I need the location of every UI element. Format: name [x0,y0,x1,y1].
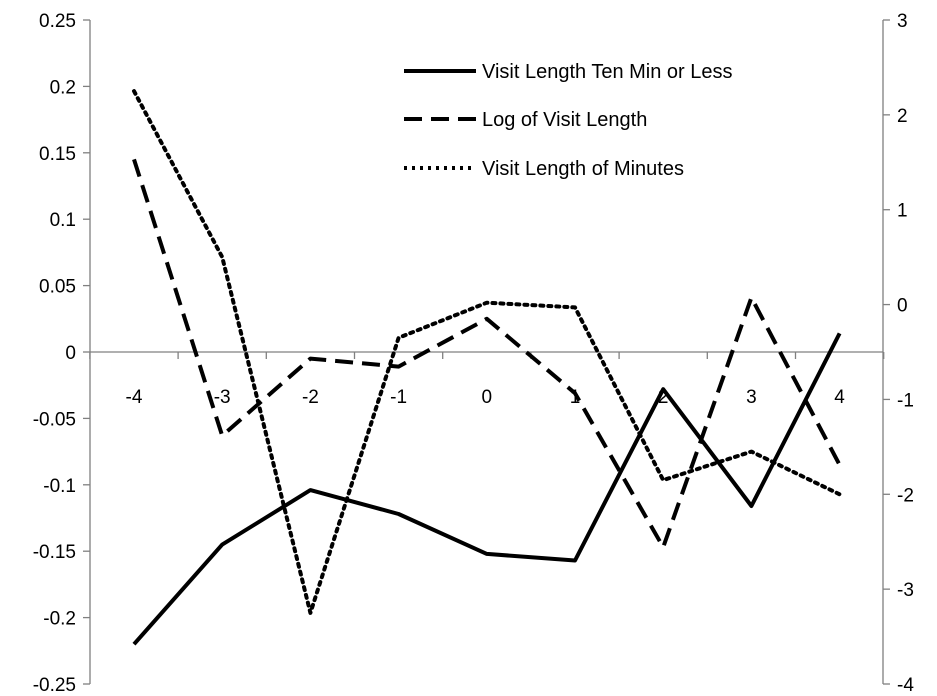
left-y-tick-label: 0 [65,343,76,364]
left-y-tick-label: 0.25 [39,11,76,32]
series-lines [132,89,842,646]
series-line-solid [132,332,842,646]
legend-entry-minutes: Visit Length of Minutes [404,158,684,180]
series-line-dotted [132,89,842,615]
left-y-ticks: 0.25 0.2 0.15 0.1 0.05 0 -0.05 -0.1 -0.15 -0.2 -0.… [33,11,90,696]
left-y-tick-label: -0.05 [33,409,76,430]
legend-label-minutes: Visit Length of Minutes [482,158,684,180]
legend-label-ten-min: Visit Length Ten Min or Less [482,61,733,83]
left-y-tick-label: -0.2 [43,609,76,630]
x-tick-label: -3 [214,387,231,408]
left-y-tick-label: 0.2 [50,77,76,98]
x-tick-label: 0 [482,387,493,408]
legend-label-log: Log of Visit Length [482,109,647,131]
x-tick-label: -4 [126,387,143,408]
right-y-tick-label: -3 [897,580,914,601]
legend: Visit Length Ten Min or Less Log of Visi… [404,61,733,180]
x-tick-label: 4 [834,387,845,408]
left-y-tick-label: 0.1 [50,210,76,231]
legend-entry-ten-min: Visit Length Ten Min or Less [404,61,733,83]
x-tick-label: -1 [390,387,407,408]
right-y-ticks: 3 2 1 0 -1 -2 -3 -4 [883,11,914,696]
right-y-tick-label: -1 [897,390,914,411]
legend-entry-log: Log of Visit Length [404,109,647,131]
right-y-tick-label: 2 [897,106,908,127]
right-y-tick-label: -2 [897,485,914,506]
right-y-tick-label: -4 [897,675,914,696]
right-y-tick-label: 0 [897,296,908,317]
x-tick-label: 3 [746,387,757,408]
left-y-tick-label: 0.15 [39,144,76,165]
x-ticks: -4 -3 -2 -1 0 1 2 3 4 [89,352,885,408]
x-tick-label: 2 [658,387,669,408]
right-y-tick-label: 3 [897,11,908,32]
series-line-dashed [132,158,842,550]
x-tick-label: 1 [570,387,581,408]
left-y-tick-label: 0.05 [39,277,76,298]
right-y-tick-label: 1 [897,201,908,222]
left-y-tick-label: -0.1 [43,476,76,497]
left-y-tick-label: -0.25 [33,675,76,696]
x-tick-label: -2 [302,387,319,408]
left-y-tick-label: -0.15 [33,542,76,563]
